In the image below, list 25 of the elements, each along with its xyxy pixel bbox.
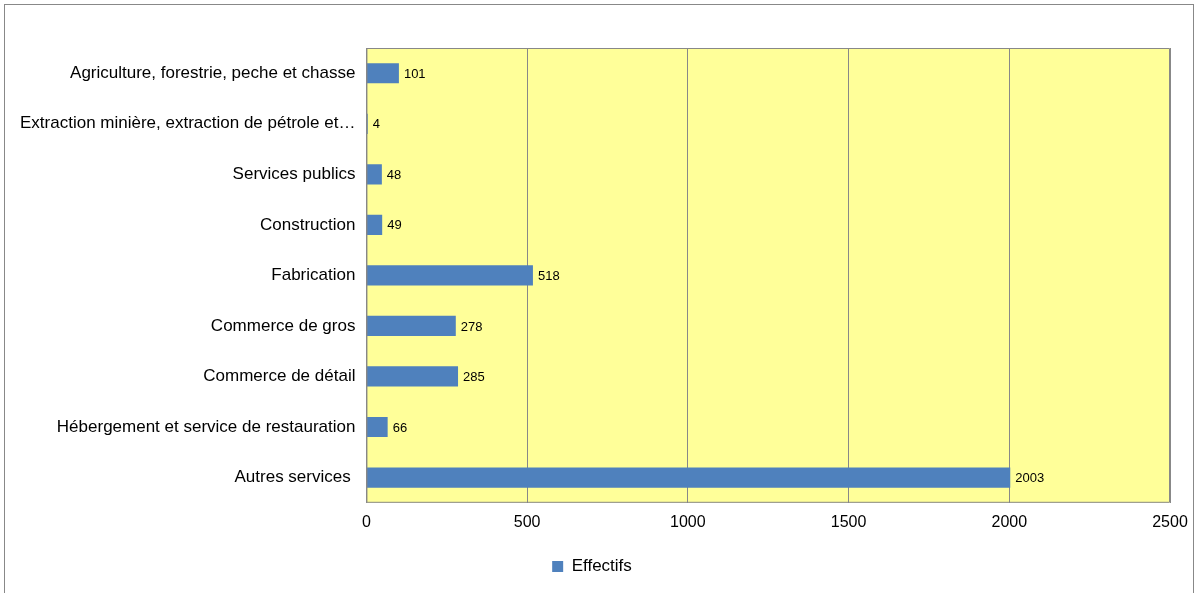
data-label: 285 bbox=[463, 369, 485, 385]
x-tick-label: 0 bbox=[361, 512, 371, 530]
y-tick-label: Agriculture, forestrie, peche et chasse bbox=[70, 62, 356, 82]
data-label: 4 bbox=[372, 116, 380, 132]
y-tick-label: Services publics bbox=[232, 164, 356, 184]
x-tick-label: 2000 bbox=[991, 512, 1028, 530]
data-label: 49 bbox=[387, 217, 402, 233]
data-label: 66 bbox=[392, 419, 408, 435]
y-tick-label: Extraction minière, extraction de pétrole et… bbox=[20, 113, 356, 133]
x-tick-label: 1000 bbox=[670, 512, 706, 530]
data-label: 278 bbox=[460, 318, 483, 334]
legend-label: Effectifs bbox=[571, 556, 632, 576]
y-tick-label: Autres services bbox=[234, 467, 356, 487]
y-tick-label: Fabrication bbox=[271, 265, 356, 285]
data-label: 101 bbox=[403, 65, 426, 81]
y-tick-label: Hébergement et service de restauration bbox=[56, 416, 356, 436]
y-tick-label: Commerce de détail bbox=[203, 366, 356, 386]
data-label: 48 bbox=[386, 166, 402, 182]
y-tick-label: Commerce de gros bbox=[210, 315, 356, 335]
data-label: 2003 bbox=[1015, 470, 1045, 486]
x-tick-label: 2500 bbox=[1152, 512, 1188, 530]
y-tick-label: Construction bbox=[260, 214, 356, 234]
data-label: 518 bbox=[537, 267, 560, 283]
x-tick-label: 1500 bbox=[830, 512, 867, 530]
x-tick-label: 500 bbox=[513, 512, 541, 530]
